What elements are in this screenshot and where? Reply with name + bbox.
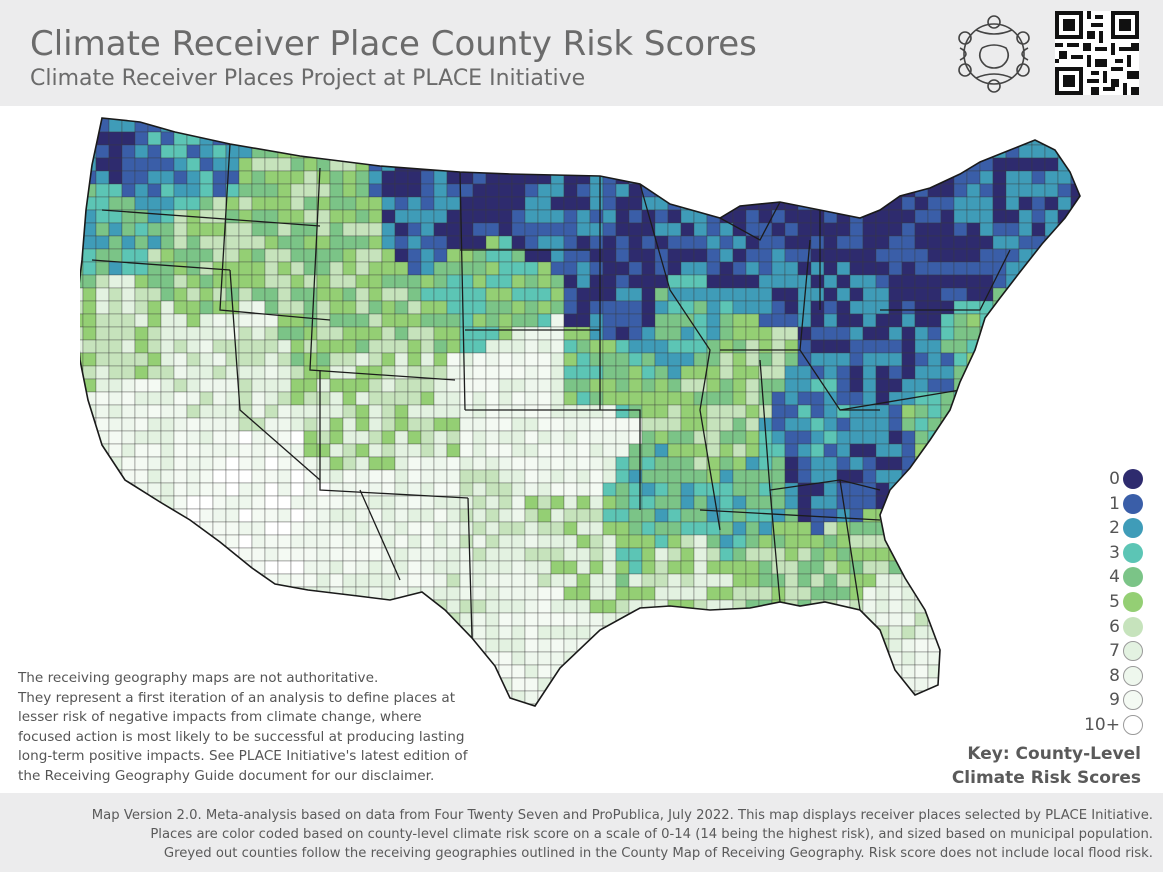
legend-swatch (1123, 469, 1143, 489)
legend-item-label: 9 (1109, 690, 1120, 711)
header-bar: Climate Receiver Place County Risk Score… (0, 0, 1163, 106)
legend-item: 10+ (1084, 714, 1146, 736)
legend-swatch (1123, 616, 1143, 637)
legend-item: 7 (1096, 640, 1146, 662)
legend-swatch (1123, 567, 1143, 588)
county-fill-layer (80, 118, 1080, 706)
footer-bar: Map Version 2.0. Meta-analysis based on … (0, 793, 1163, 872)
legend-item: 4 (1096, 566, 1146, 588)
legend-item-label: 5 (1109, 592, 1120, 612)
legend-item-label: 0 (1109, 469, 1120, 489)
legend-item: 9 (1096, 689, 1146, 711)
legend-item-label: 8 (1109, 665, 1120, 686)
footer-note: Map Version 2.0. Meta-analysis based on … (91, 808, 1153, 861)
page-title: Climate Receiver Place County Risk Score… (30, 24, 757, 64)
disclaimer-text: The receiving geography maps are not aut… (18, 670, 468, 784)
legend-item: 1 (1096, 493, 1146, 515)
legend-item-label: 10+ (1084, 715, 1120, 735)
legend-item: 3 (1096, 542, 1146, 564)
legend-swatch (1123, 715, 1143, 735)
qr-code[interactable] (1055, 11, 1139, 95)
place-initiative-logo (958, 15, 1030, 93)
legend-swatch (1123, 592, 1143, 612)
legend-title: Key: County-Level Climate Risk Scores (951, 744, 1141, 788)
legend-item-label: 6 (1109, 616, 1120, 637)
legend-item-label: 1 (1109, 493, 1120, 514)
legend-item: 0 (1096, 468, 1146, 490)
legend-swatch (1123, 641, 1143, 662)
legend-swatch (1123, 542, 1143, 563)
us-county-risk-map (80, 117, 1081, 707)
legend-item-label: 7 (1109, 641, 1120, 662)
legend-item-label: 4 (1109, 567, 1120, 588)
legend-item-label: 2 (1109, 518, 1120, 539)
us-outline (80, 117, 1081, 707)
legend-swatch (1123, 493, 1143, 514)
legend-item: 2 (1096, 517, 1146, 539)
legend-item: 8 (1096, 665, 1146, 687)
state-borders (91, 143, 1011, 639)
legend-item-label: 3 (1109, 542, 1120, 563)
legend-swatch (1123, 518, 1143, 539)
page-subtitle: Climate Receiver Places Project at PLACE… (30, 66, 586, 91)
legend-swatch (1123, 665, 1143, 686)
legend-item: 6 (1096, 616, 1146, 638)
legend-swatch (1123, 690, 1143, 711)
legend-item: 5 (1096, 591, 1146, 613)
